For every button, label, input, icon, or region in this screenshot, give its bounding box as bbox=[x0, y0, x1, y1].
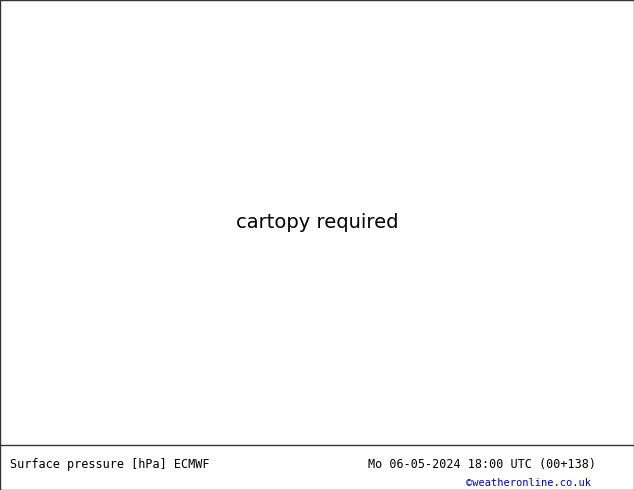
Text: Mo 06-05-2024 18:00 UTC (00+138): Mo 06-05-2024 18:00 UTC (00+138) bbox=[368, 458, 596, 470]
Text: Surface pressure [hPa] ECMWF: Surface pressure [hPa] ECMWF bbox=[10, 458, 209, 470]
Text: cartopy required: cartopy required bbox=[236, 213, 398, 232]
Text: ©weatheronline.co.uk: ©weatheronline.co.uk bbox=[466, 478, 591, 488]
